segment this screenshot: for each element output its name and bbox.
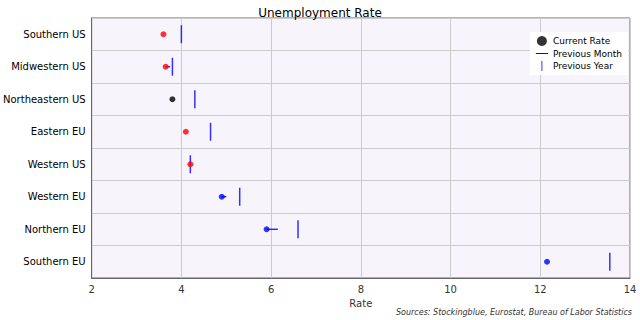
svg-text:Previous Month: Previous Month <box>553 49 622 59</box>
svg-text:6: 6 <box>268 284 274 295</box>
svg-text:Unemployment Rate: Unemployment Rate <box>258 6 382 20</box>
svg-text:Current Rate: Current Rate <box>553 36 611 46</box>
svg-text:Previous Year: Previous Year <box>553 61 613 71</box>
svg-text:Northern EU: Northern EU <box>24 224 85 235</box>
svg-text:Northeastern US: Northeastern US <box>3 94 86 105</box>
svg-text:Western EU: Western EU <box>28 191 86 202</box>
svg-text:Southern US: Southern US <box>23 29 85 40</box>
svg-text:Eastern EU: Eastern EU <box>31 126 86 137</box>
svg-text:10: 10 <box>444 284 457 295</box>
svg-text:2: 2 <box>88 284 94 295</box>
svg-text:8: 8 <box>358 284 364 295</box>
svg-text:Western US: Western US <box>28 159 86 170</box>
svg-text:12: 12 <box>534 284 547 295</box>
svg-text:Sources: Stockingblue, Eurosta: Sources: Stockingblue, Eurostat, Bureau … <box>396 308 632 317</box>
svg-text:14: 14 <box>624 284 637 295</box>
svg-text:Midwestern US: Midwestern US <box>11 61 86 72</box>
svg-text:Southern EU: Southern EU <box>23 256 85 267</box>
svg-text:4: 4 <box>178 284 184 295</box>
svg-text:Rate: Rate <box>349 298 372 309</box>
